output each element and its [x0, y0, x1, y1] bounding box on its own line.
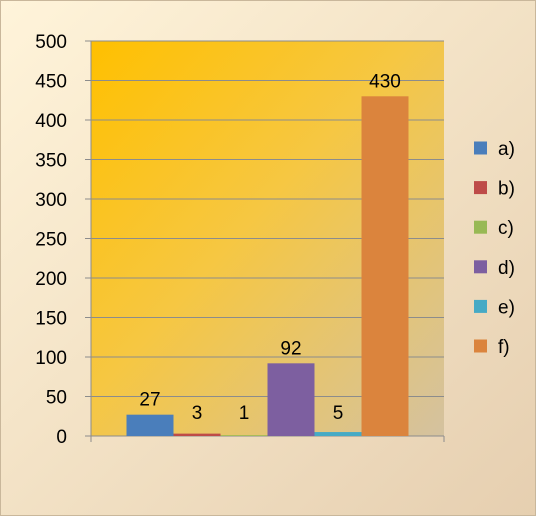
bar-d [267, 363, 315, 436]
bar-c [220, 435, 268, 436]
data-label: 3 [192, 403, 203, 424]
data-label: 5 [333, 403, 344, 424]
legend-swatch [474, 220, 487, 234]
y-tick-label: 150 [35, 309, 67, 330]
data-label: 27 [139, 390, 160, 411]
legend: a) b) c) d) e) f) [474, 139, 515, 358]
legend-label: a) [498, 139, 515, 160]
legend-label: f) [498, 337, 510, 358]
y-axis-tick-labels: 0 50 100 150 200 250 300 350 400 450 500 [35, 32, 91, 448]
legend-label: d) [498, 258, 515, 279]
bar-f [361, 96, 409, 437]
y-tick-label: 250 [35, 230, 67, 251]
bar-e [314, 432, 362, 436]
legend-swatch [474, 260, 487, 274]
y-tick-label: 500 [35, 32, 67, 53]
data-label: 430 [369, 71, 401, 92]
legend-label: e) [498, 297, 515, 318]
data-labels: 27 3 1 92 5 430 [139, 71, 400, 424]
legend-swatch [474, 141, 487, 155]
legend-label: c) [498, 218, 514, 239]
y-tick-label: 350 [35, 151, 67, 172]
y-tick-label: 400 [35, 111, 67, 132]
legend-swatch [474, 181, 487, 195]
data-label: 1 [239, 403, 250, 424]
legend-label: b) [498, 179, 515, 200]
y-tick-label: 200 [35, 269, 67, 290]
y-tick-label: 300 [35, 190, 67, 211]
bar-a [126, 414, 174, 436]
y-tick-label: 450 [35, 72, 67, 93]
legend-swatch [474, 299, 487, 313]
y-tick-label: 100 [35, 348, 67, 369]
y-tick-label: 50 [46, 388, 67, 409]
bars [126, 96, 409, 437]
bar-b [173, 433, 221, 436]
y-tick-label: 0 [56, 427, 67, 448]
legend-swatch [474, 339, 487, 353]
data-label: 92 [280, 338, 301, 359]
